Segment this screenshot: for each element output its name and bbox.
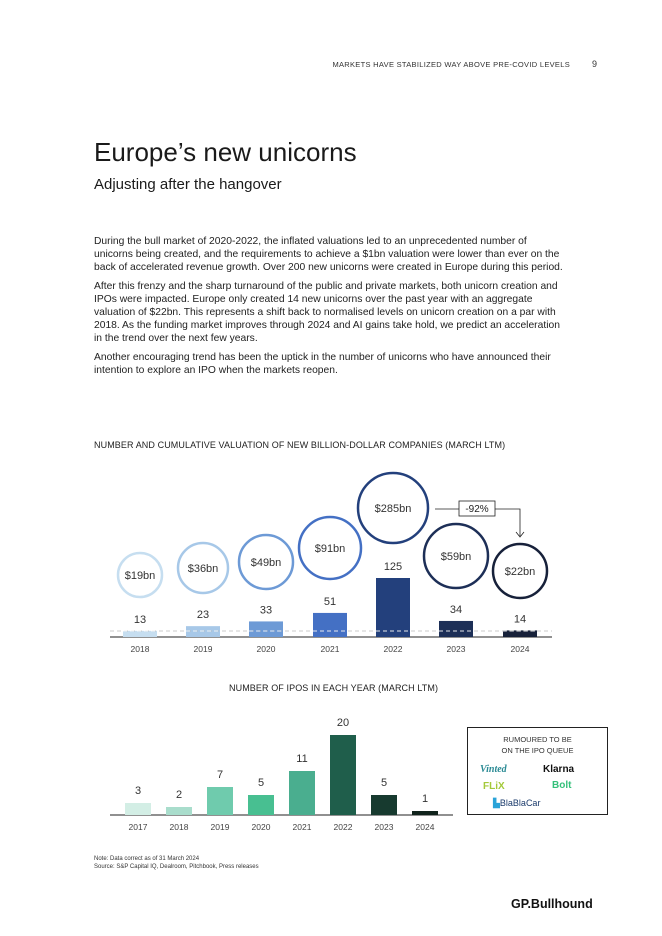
bar <box>166 807 192 815</box>
bar <box>289 771 315 815</box>
valuation-circle <box>491 542 549 600</box>
bar <box>412 811 438 815</box>
valuation-label: $22bn <box>505 566 536 578</box>
bar <box>376 578 410 637</box>
bar-value-label: 2 <box>176 789 182 801</box>
paragraph: After this frenzy and the sharp turnarou… <box>94 281 560 344</box>
brand-logo: GP.Bullhound <box>511 897 593 911</box>
bar-value-label: 34 <box>450 604 462 616</box>
ipo-chart: 3 2017 2 2018 7 2019 5 2020 11 2021 20 2022 5 2023 1 20… <box>110 717 453 832</box>
klarna-logo: Klarna <box>543 764 575 775</box>
x-tick-label: 2024 <box>511 644 530 654</box>
bar <box>125 803 151 815</box>
bar <box>439 620 473 637</box>
vinted-logo: Vinted <box>480 764 507 775</box>
change-box <box>458 500 496 517</box>
bar <box>123 630 157 637</box>
note-text: Note: Data correct as of 31 March 2024 <box>94 856 200 862</box>
x-tick-label: 2017 <box>129 822 148 832</box>
bar-value-label: 125 <box>384 561 402 573</box>
bar <box>248 795 274 815</box>
bar <box>207 787 233 815</box>
chart2-title: NUMBER OF IPOS IN EACH YEAR (MARCH LTM) <box>229 683 439 693</box>
paragraph: Another encouraging trend has been the u… <box>94 352 551 376</box>
chart1-title: NUMBER AND CUMULATIVE VALUATION OF NEW B… <box>94 440 506 450</box>
valuation-circle <box>116 551 164 599</box>
page-subtitle: Adjusting after the hangover <box>94 176 282 193</box>
section-header: MARKETS HAVE STABILIZED WAY ABOVE PRE-CO… <box>332 60 570 69</box>
valuation-circle <box>297 515 363 581</box>
bar-value-label: 1 <box>422 793 428 805</box>
valuation-circle <box>356 471 430 545</box>
x-tick-label: 2023 <box>375 822 394 832</box>
bar-value-label: 51 <box>324 596 336 608</box>
x-tick-label: 2021 <box>293 822 312 832</box>
bar <box>186 626 220 637</box>
valuation-label: $49bn <box>251 557 282 569</box>
page-number: 9 <box>592 59 598 69</box>
x-tick-label: 2020 <box>257 644 276 654</box>
bar <box>249 621 283 637</box>
flix-logo: FLiX <box>483 781 505 792</box>
x-tick-label: 2024 <box>416 822 435 832</box>
footnote: Note: Data correct as of 31 March 2024 S… <box>94 855 259 871</box>
ipo-queue-legend: RUMOURED TO BE ON THE IPO QUEUE Vinted Kl… <box>467 727 608 815</box>
bar-value-label: 3 <box>135 785 141 797</box>
x-tick-label: 2018 <box>170 822 189 832</box>
valuation-label: $91bn <box>315 543 346 555</box>
x-tick-label: 2023 <box>447 644 466 654</box>
valuation-label: $19bn <box>125 570 156 582</box>
bar <box>371 795 397 815</box>
change-label: -92% <box>465 504 488 515</box>
x-tick-label: 2021 <box>321 644 340 654</box>
arrow-head-icon <box>515 531 525 538</box>
bar <box>313 612 347 637</box>
bar-value-label: 7 <box>217 769 223 781</box>
bar-value-label: 13 <box>134 614 146 626</box>
x-tick-label: 2019 <box>211 822 230 832</box>
paragraph: During the bull market of 2020-2022, the… <box>94 236 563 273</box>
x-tick-label: 2022 <box>384 644 403 654</box>
bar <box>503 630 537 637</box>
bar-value-label: 23 <box>197 609 209 621</box>
x-tick-label: 2019 <box>194 644 213 654</box>
valuation-label: $36bn <box>188 563 219 575</box>
bar-value-label: 5 <box>258 777 264 789</box>
bar-value-label: 11 <box>296 753 307 765</box>
bolt-logo: Bolt <box>552 780 572 791</box>
bar-value-label: 33 <box>260 604 272 616</box>
body-text: During the bull market of 2020-2022, the… <box>94 235 564 383</box>
valuation-circle <box>176 541 230 595</box>
x-tick-label: 2020 <box>252 822 271 832</box>
x-tick-label: 2022 <box>334 822 353 832</box>
source-text: Source: S&P Capital IQ, Dealroom, Pitchb… <box>94 864 259 870</box>
x-tick-label: 2018 <box>131 644 150 654</box>
blablacar-logo: ▙BlaBlaCar <box>493 798 541 808</box>
legend-title: RUMOURED TO BE ON THE IPO QUEUE <box>501 735 574 755</box>
valuation-label: $59bn <box>441 551 472 563</box>
page-title: Europe’s new unicorns <box>94 137 357 167</box>
bar-value-label: 20 <box>337 717 349 729</box>
valuation-label: $285bn <box>375 503 412 515</box>
bar-value-label: 14 <box>514 613 526 625</box>
bar-value-label: 5 <box>381 777 387 789</box>
bar <box>330 735 356 815</box>
unicorn-chart: 13 2018 $19bn 23 2019 $36bn 33 2020 $49bn 51 2021 $… <box>110 471 552 654</box>
valuation-circle <box>422 522 490 590</box>
valuation-circle <box>237 533 295 591</box>
